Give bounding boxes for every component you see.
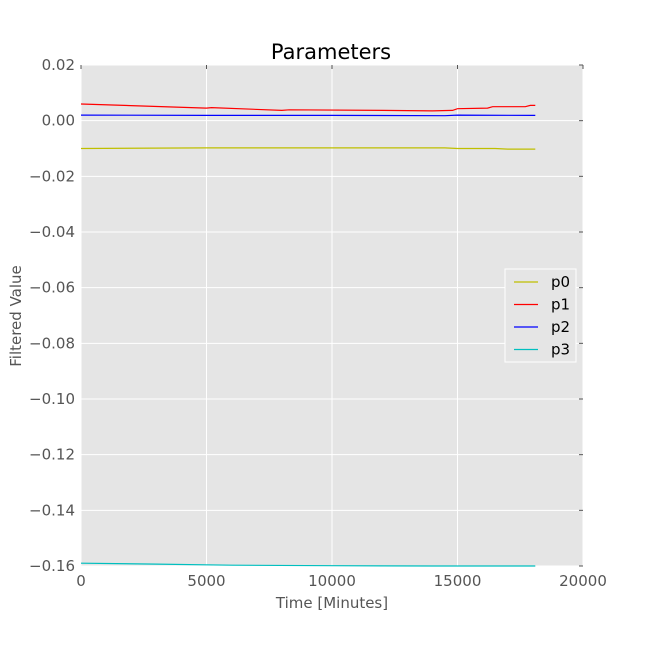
legend-label-p3: p3 [551,341,570,359]
y-tick-label: −0.16 [29,557,75,575]
y-tick-label: −0.06 [29,279,75,297]
series-line-p2 [80,114,536,117]
axis-ticks: 0 5000 10000 15000 20000 0.02 0.00 −0.02 −0.04 −0… [29,56,607,590]
y-tick-label: −0.12 [29,446,75,464]
series-line-p3 [80,562,536,567]
legend: p0 p1 p2 p3 [504,268,577,363]
x-tick-label: 5000 [187,572,225,590]
chart-title: Parameters [271,40,391,64]
x-tick-label: 10000 [308,572,356,590]
y-axis-label: Filtered Value [7,265,25,367]
y-tick-label: −0.04 [29,223,75,241]
x-tick-label: 15000 [434,572,482,590]
y-tick-label: −0.02 [29,167,75,185]
legend-label-p2: p2 [551,318,570,336]
legend-frame [504,268,577,363]
x-tick-label: 0 [76,572,86,590]
y-tick-label: 0.00 [42,112,75,130]
x-axis-label: Time [Minutes] [275,594,388,612]
y-tick-label: 0.02 [42,56,75,74]
legend-label-p0: p0 [551,273,570,291]
legend-label-p1: p1 [551,296,570,314]
y-tick-label: −0.08 [29,334,75,352]
series-line-p1 [80,103,536,112]
y-tick-label: −0.14 [29,501,75,519]
series-line-p0 [80,147,536,150]
series-lines [80,103,536,567]
y-tick-label: −0.10 [29,390,75,408]
x-tick-label: 20000 [559,572,607,590]
